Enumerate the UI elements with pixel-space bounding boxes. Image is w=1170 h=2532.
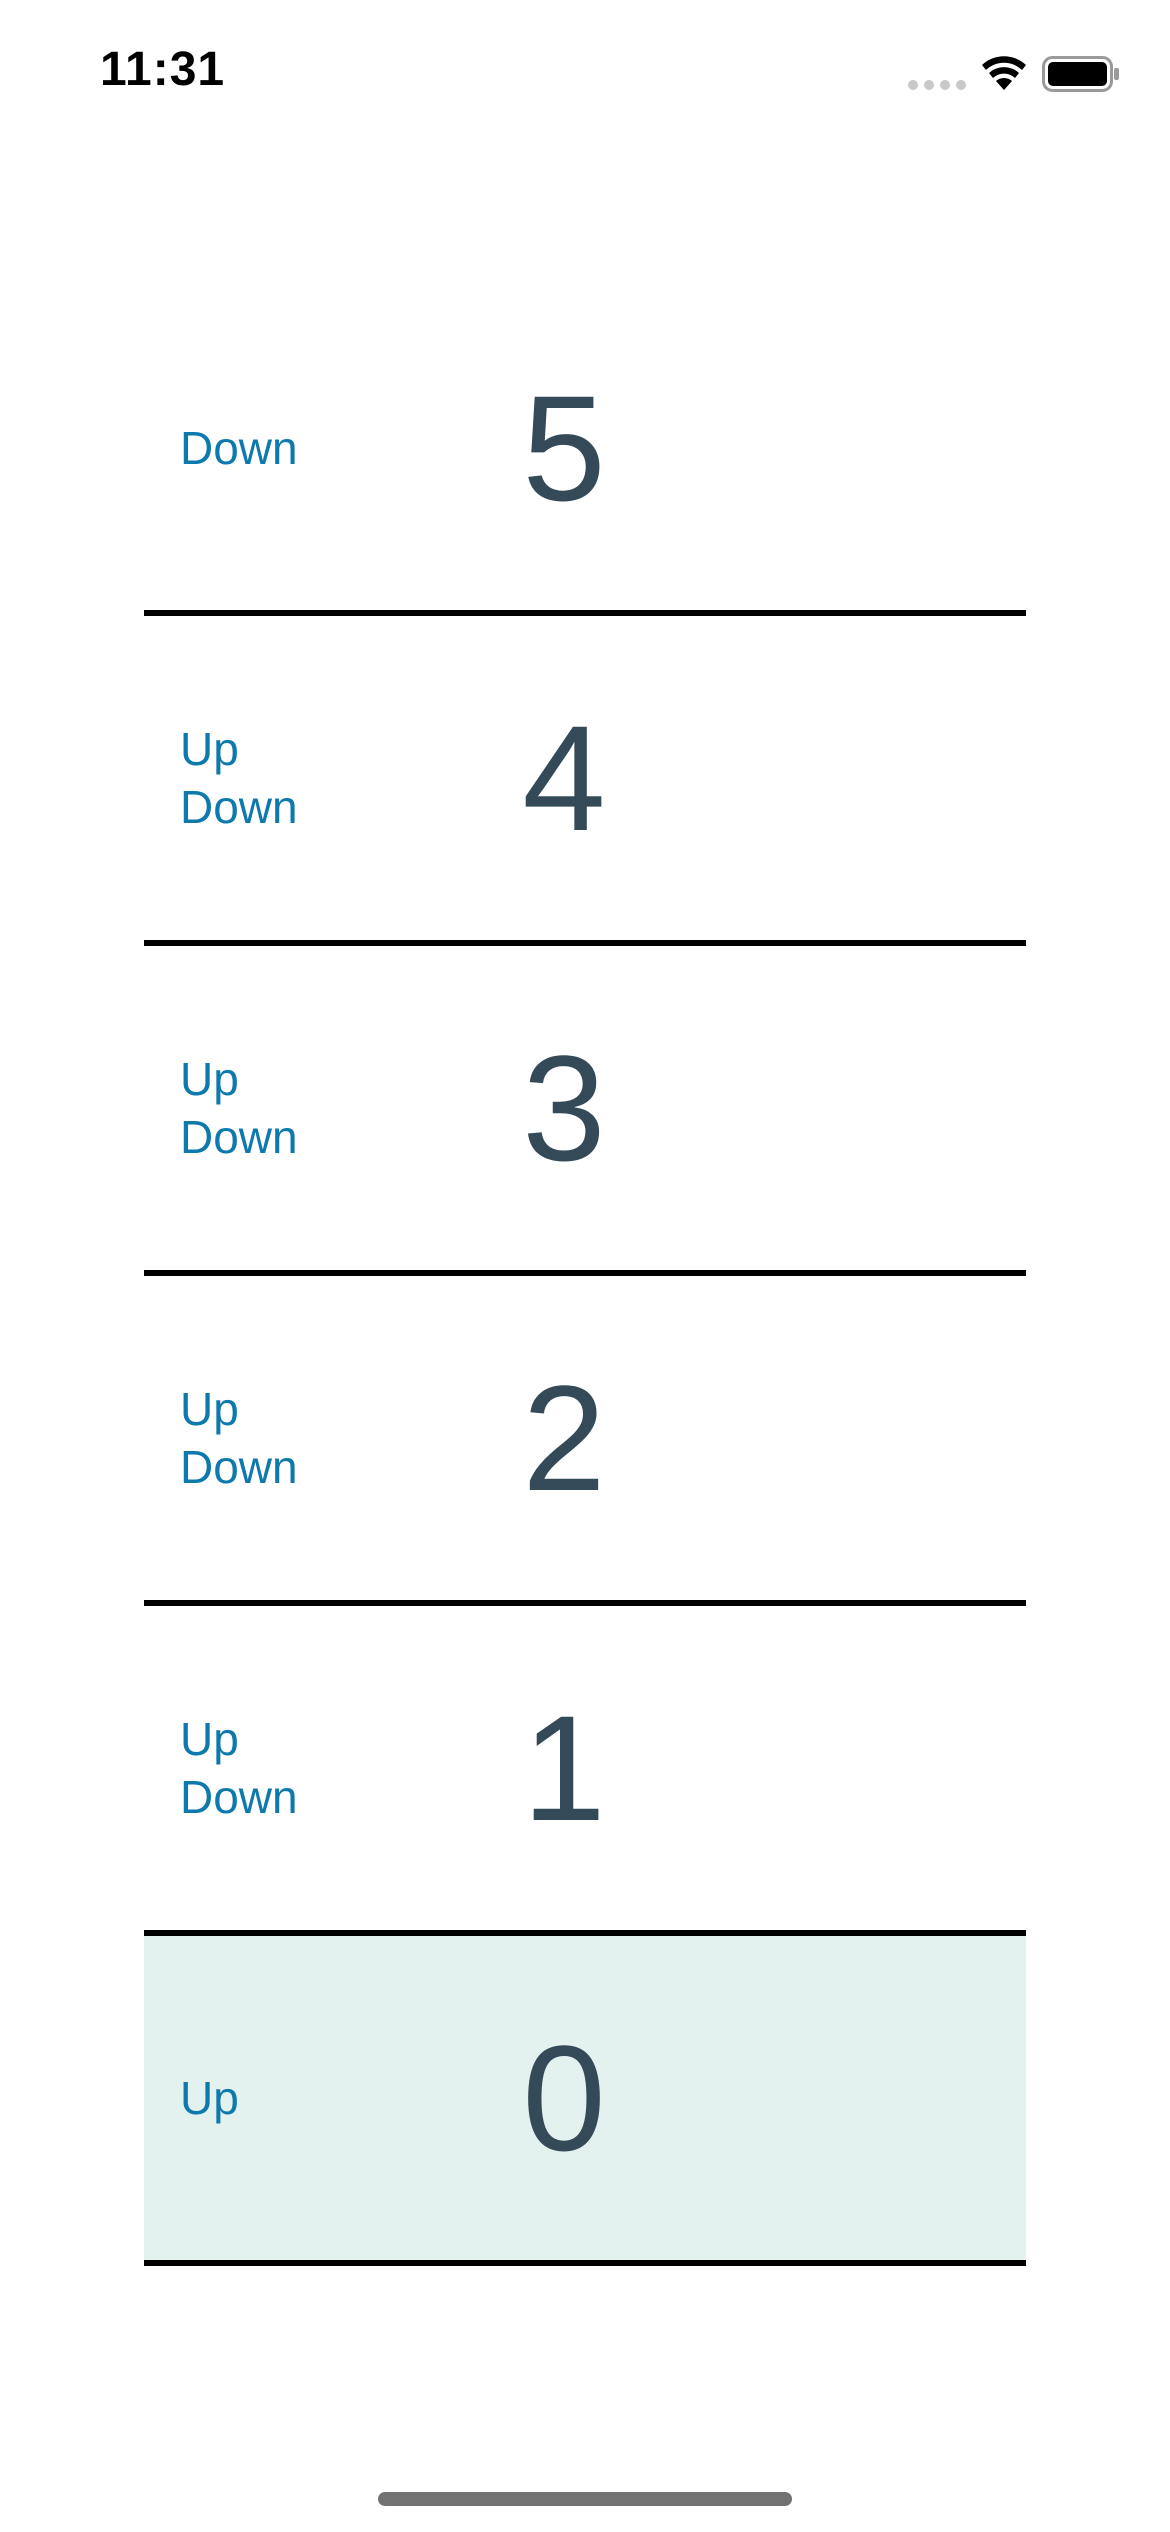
wifi-icon <box>980 54 1028 92</box>
floor-row-1: Up Down 1 <box>144 1606 1026 1936</box>
floor-5-down-button[interactable]: Down <box>180 419 298 477</box>
floor-3-down-button[interactable]: Down <box>180 1108 298 1166</box>
floor-0-number: 0 <box>464 1936 664 2260</box>
floor-4-down-button[interactable]: Down <box>180 778 298 836</box>
floor-2-number: 2 <box>464 1276 664 1600</box>
floor-1-buttons: Up Down <box>180 1606 298 1930</box>
floor-5-number: 5 <box>464 286 664 610</box>
floor-1-down-button[interactable]: Down <box>180 1768 298 1826</box>
signal-dots-icon <box>908 80 966 90</box>
floor-0-up-button[interactable]: Up <box>180 2069 239 2127</box>
floor-1-up-button[interactable]: Up <box>180 1710 298 1768</box>
status-time: 11:31 <box>100 42 225 97</box>
floor-2-buttons: Up Down <box>180 1276 298 1600</box>
floor-3-number: 3 <box>464 946 664 1270</box>
floor-row-2: Up Down 2 <box>144 1276 1026 1606</box>
floor-list: Down 5 Up Down 4 Up Down 3 Up Down 2 Up … <box>144 286 1026 2266</box>
battery-icon <box>1042 56 1120 92</box>
floor-4-up-button[interactable]: Up <box>180 720 298 778</box>
status-bar: 11:31 <box>0 0 1170 150</box>
floor-1-number: 1 <box>464 1606 664 1930</box>
floor-3-buttons: Up Down <box>180 946 298 1270</box>
floor-row-5: Down 5 <box>144 286 1026 616</box>
home-indicator <box>378 2492 792 2506</box>
floor-4-number: 4 <box>464 616 664 940</box>
floor-row-3: Up Down 3 <box>144 946 1026 1276</box>
floor-row-4: Up Down 4 <box>144 616 1026 946</box>
floor-5-buttons: Down <box>180 286 298 610</box>
floor-2-up-button[interactable]: Up <box>180 1380 298 1438</box>
floor-4-buttons: Up Down <box>180 616 298 940</box>
floor-2-down-button[interactable]: Down <box>180 1438 298 1496</box>
floor-3-up-button[interactable]: Up <box>180 1050 298 1108</box>
floor-row-0-current: Up 0 <box>144 1936 1026 2266</box>
floor-0-buttons: Up <box>180 1936 239 2260</box>
